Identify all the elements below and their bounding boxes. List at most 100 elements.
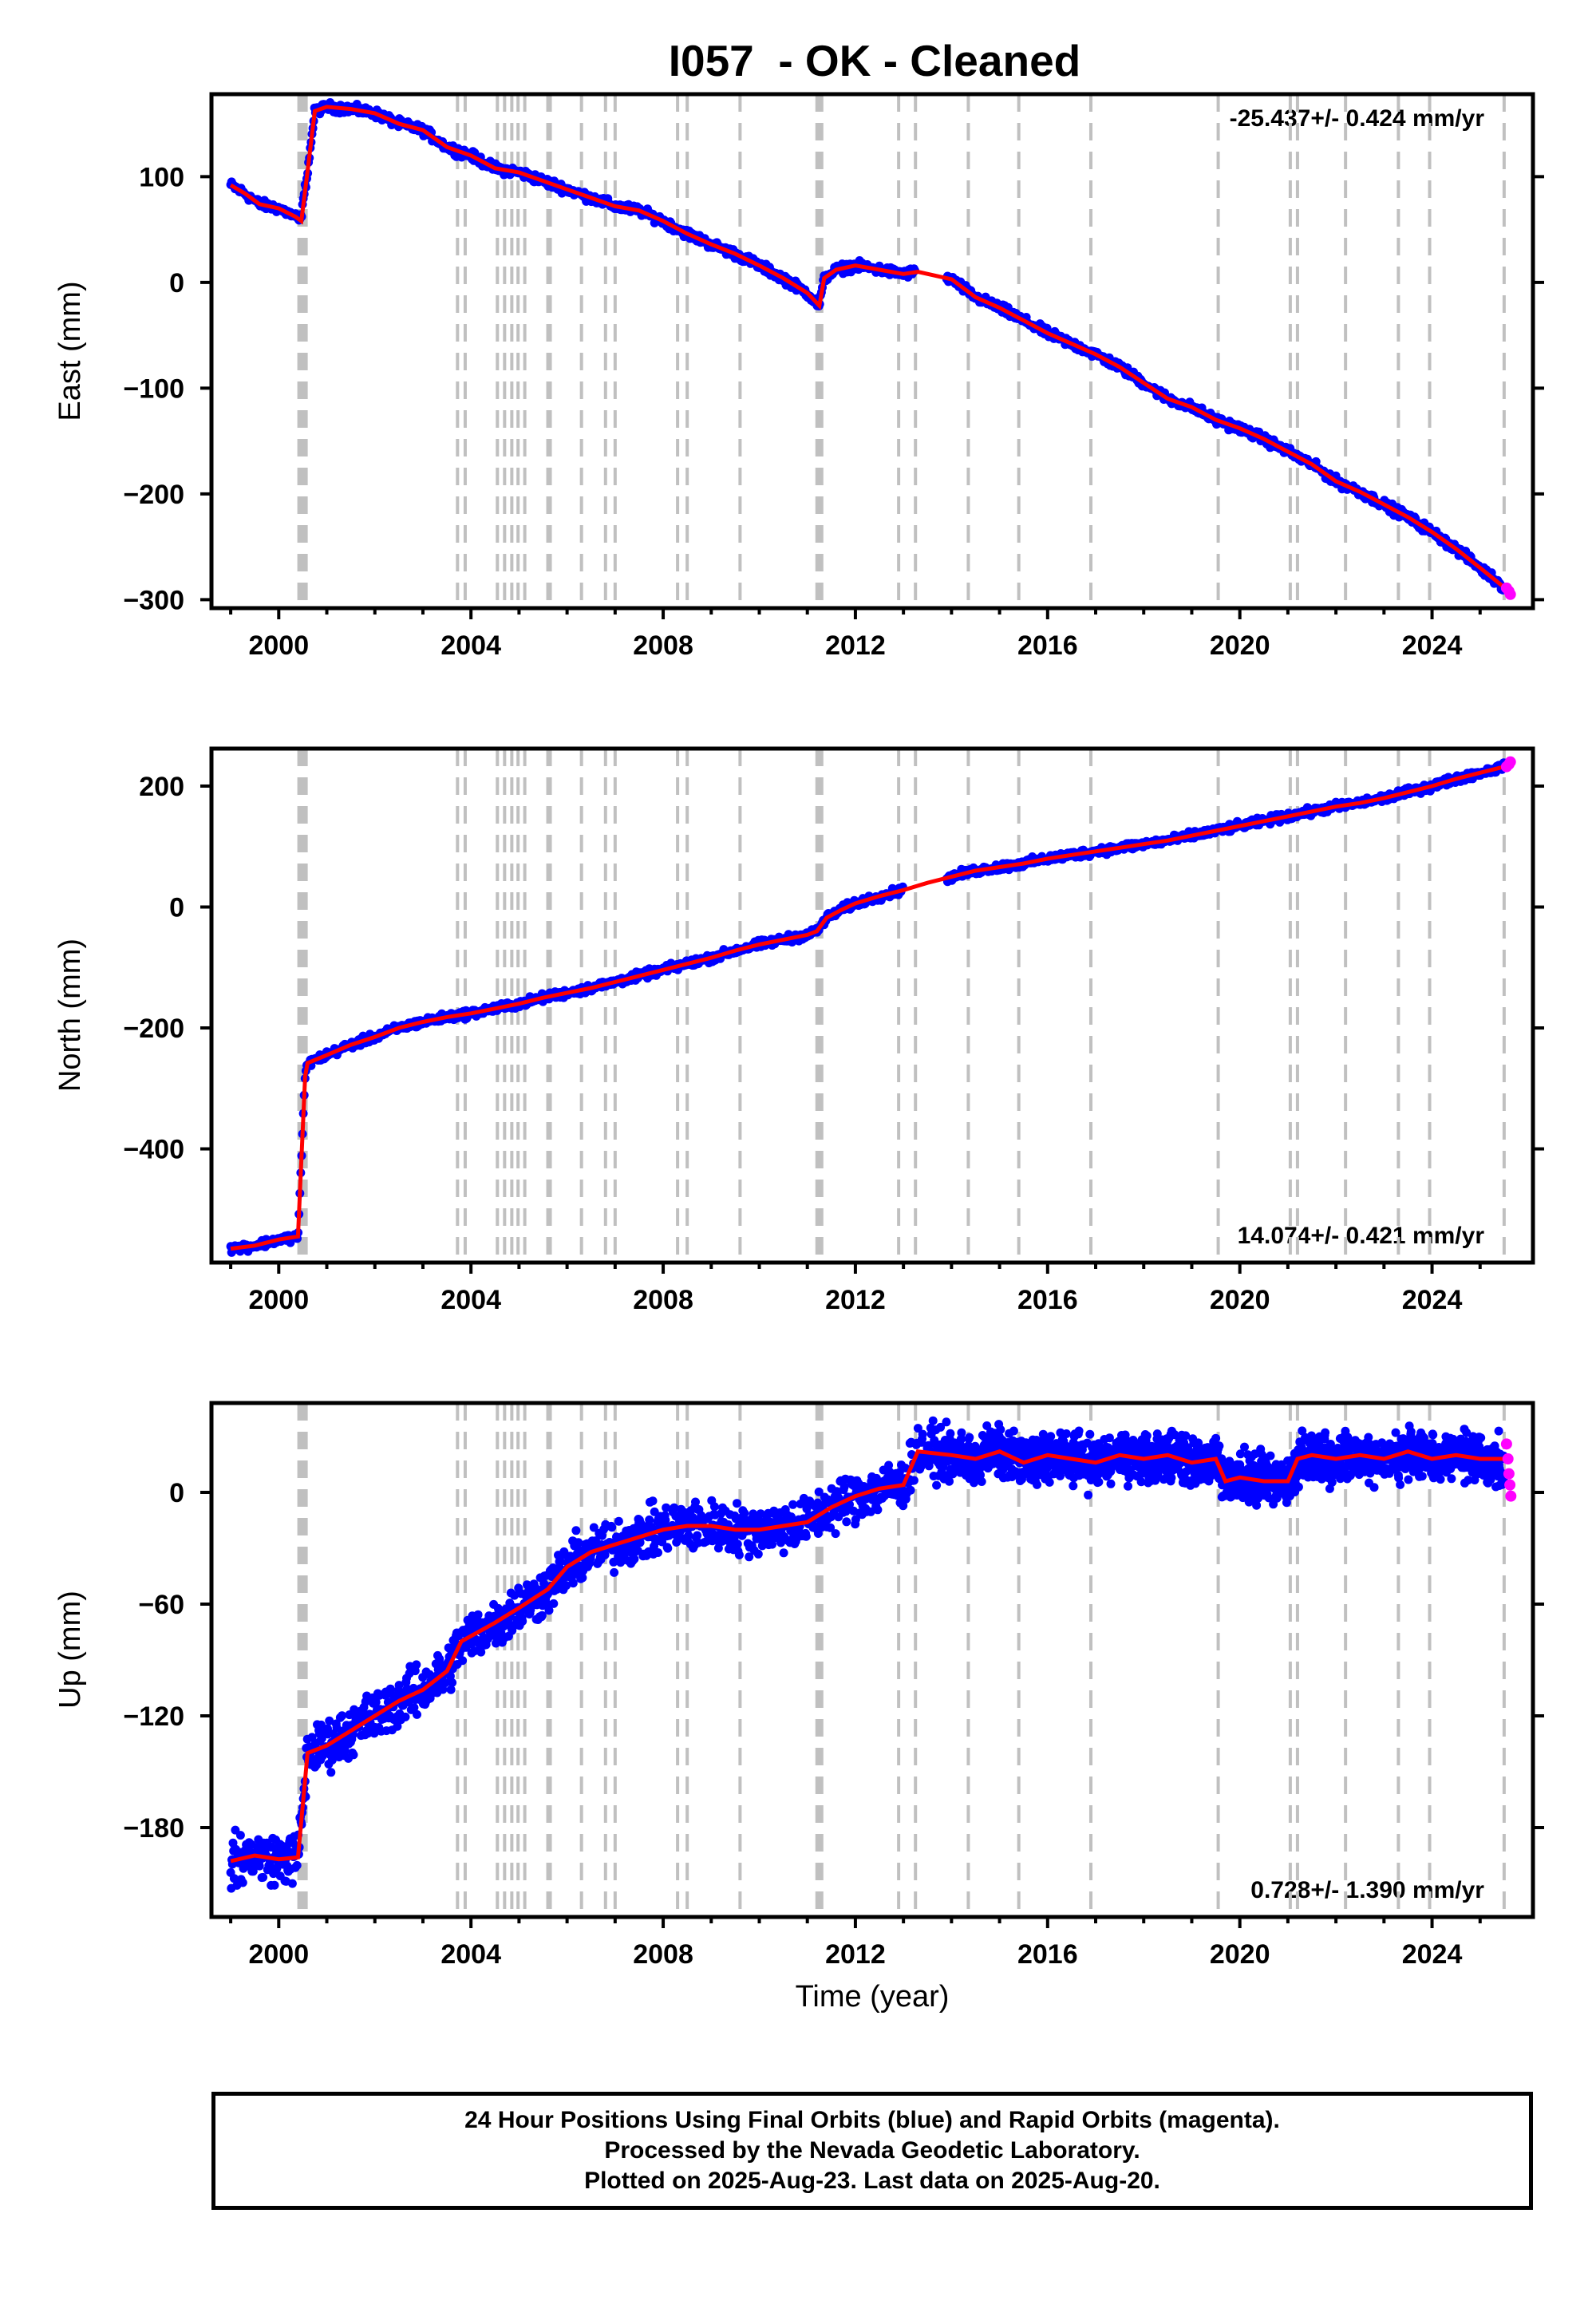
up-final-point — [409, 1703, 419, 1713]
up-final-point — [1069, 1481, 1078, 1491]
up-final-point — [924, 1461, 934, 1471]
up-final-point — [662, 1503, 671, 1512]
up-final-point — [1266, 1451, 1275, 1460]
up-final-point — [607, 1523, 617, 1532]
north-ytick-label: −400 — [123, 1135, 184, 1165]
up-final-point — [446, 1685, 456, 1694]
up-final-point — [473, 1610, 483, 1619]
east-plot-frame — [209, 92, 1535, 611]
up-final-point — [884, 1460, 894, 1470]
up-final-point — [317, 1733, 326, 1743]
north-panel: North (mm) 14.074+/- 0.421 mm/yr 2000−20… — [53, 746, 1544, 1315]
up-final-point — [610, 1567, 619, 1577]
up-final-point — [518, 1617, 527, 1626]
up-final-point — [270, 1880, 279, 1890]
up-final-point — [756, 1509, 765, 1519]
east-model-fit-line — [229, 105, 1511, 593]
x-axis-label: Time (year) — [796, 1980, 950, 2014]
up-final-point — [292, 1860, 302, 1870]
up-final-point — [371, 1697, 381, 1707]
north-model-fit-line — [230, 763, 1510, 1251]
up-final-point — [440, 1678, 450, 1688]
east-xtick-label: 2000 — [248, 630, 309, 661]
east-ytick-label: 100 — [139, 162, 184, 192]
north-xtick-label: 2000 — [248, 1285, 309, 1315]
up-ylabel: Up (mm) — [53, 1591, 87, 1709]
up-final-point — [630, 1555, 639, 1563]
east-xtick-label: 2016 — [1017, 630, 1078, 661]
up-final-point — [1084, 1490, 1093, 1500]
up-final-point — [476, 1647, 486, 1657]
east-panel: East (mm) -25.437+/- 0.424 mm/yr 1000−10… — [53, 92, 1544, 661]
east-ytick-label: 0 — [169, 268, 184, 298]
up-final-point — [932, 1480, 942, 1490]
up-final-point — [684, 1531, 693, 1540]
up-final-point — [801, 1531, 811, 1541]
up-final-point — [740, 1508, 749, 1518]
north-xtick-label: 2020 — [1210, 1285, 1270, 1315]
east-rapid-point — [1504, 588, 1516, 600]
up-final-point — [549, 1599, 559, 1608]
up-final-point — [691, 1497, 700, 1507]
up-final-point — [663, 1543, 673, 1553]
up-final-point — [1235, 1449, 1245, 1459]
up-final-point — [768, 1539, 777, 1549]
up-final-point — [913, 1424, 922, 1433]
up-final-point — [928, 1416, 938, 1425]
up-final-point — [394, 1681, 404, 1690]
up-final-point — [1240, 1442, 1249, 1452]
north-xtick-label: 2016 — [1017, 1285, 1078, 1315]
up-final-point — [635, 1538, 645, 1547]
up-final-point — [401, 1712, 410, 1721]
up-final-point — [259, 1872, 268, 1882]
east-ytick-label: −100 — [123, 373, 184, 404]
east-ytick-label: −200 — [123, 480, 184, 510]
up-final-point — [568, 1579, 578, 1588]
up-final-point — [814, 1487, 824, 1496]
up-final-point — [826, 1523, 836, 1532]
east-ytick-label: −300 — [123, 585, 184, 615]
up-final-point — [332, 1723, 342, 1733]
up-final-point — [393, 1721, 402, 1731]
up-final-point — [537, 1611, 547, 1620]
up-final-point — [438, 1685, 448, 1694]
up-final-point — [670, 1503, 679, 1512]
up-final-point — [654, 1548, 662, 1557]
up-final-point — [238, 1878, 247, 1887]
up-final-point — [1009, 1426, 1018, 1436]
up-final-point — [1104, 1433, 1114, 1443]
up-final-point — [1252, 1500, 1262, 1510]
up-final-point — [871, 1473, 881, 1483]
up-final-point — [733, 1539, 742, 1549]
up-final-point — [578, 1573, 587, 1583]
up-final-point — [571, 1526, 581, 1535]
up-final-point — [965, 1433, 974, 1442]
up-final-point — [946, 1429, 955, 1438]
up-final-point — [1136, 1477, 1146, 1487]
up-final-point — [325, 1716, 334, 1725]
up-final-point — [1124, 1481, 1132, 1491]
up-final-point — [458, 1656, 468, 1666]
north-xtick-label: 2008 — [633, 1285, 693, 1315]
up-final-point — [839, 1482, 849, 1492]
up-final-point — [338, 1711, 347, 1721]
east-rate-label: -25.437+/- 0.424 mm/yr — [1230, 105, 1485, 132]
east-xtick-label: 2008 — [633, 630, 693, 661]
up-final-point — [1074, 1426, 1084, 1436]
up-final-point — [909, 1476, 918, 1485]
up-final-point — [734, 1550, 744, 1559]
north-plot-frame — [209, 746, 1535, 1265]
up-final-point — [574, 1538, 583, 1547]
up-final-point — [873, 1505, 883, 1515]
up-rate-label: 0.728+/- 1.390 mm/yr — [1250, 1877, 1484, 1903]
up-final-point — [1298, 1426, 1307, 1436]
up-final-point — [693, 1531, 702, 1540]
north-ytick-label: 200 — [139, 772, 184, 802]
east-xtick-label: 2004 — [440, 630, 501, 661]
up-final-point — [255, 1861, 264, 1871]
up-final-point — [661, 1516, 670, 1525]
east-xtick-label: 2012 — [825, 630, 886, 661]
up-final-point — [600, 1550, 610, 1559]
up-final-point — [1085, 1429, 1095, 1439]
up-final-point — [918, 1429, 927, 1439]
